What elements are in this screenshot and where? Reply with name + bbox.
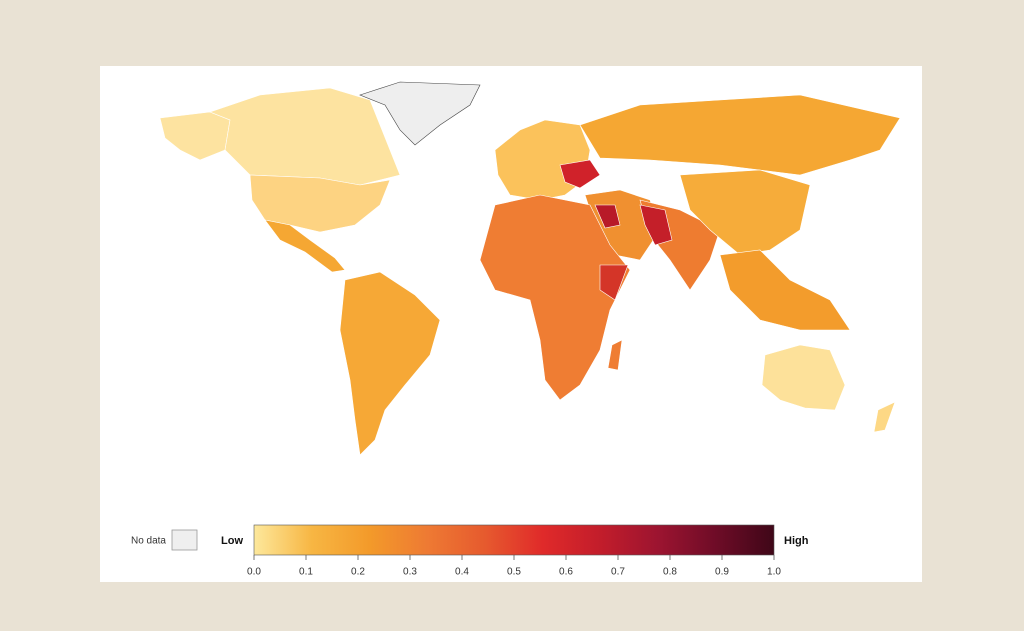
tick-label: 0.9: [715, 567, 729, 578]
no-data-label: No data: [131, 536, 166, 547]
tick-label: 0.5: [507, 567, 521, 578]
no-data-swatch: [171, 529, 198, 551]
madagascar: [607, 339, 623, 371]
tick-label: 0.6: [559, 567, 573, 578]
greenland: [359, 81, 481, 146]
tick-label: 0.7: [611, 567, 625, 578]
tick-label: 0.0: [247, 567, 261, 578]
tick-label: 0.3: [403, 567, 417, 578]
tick-label: 0.2: [351, 567, 365, 578]
world-map: [159, 81, 901, 456]
east-asia: [679, 169, 811, 256]
ukraine: [559, 159, 601, 189]
tick-label: 0.8: [663, 567, 677, 578]
africa: [479, 194, 631, 401]
russia: [579, 94, 901, 176]
australia: [761, 344, 846, 411]
color-bar: [253, 524, 775, 556]
tick-label: 0.4: [455, 567, 469, 578]
horn-of-africa: [599, 264, 629, 301]
tick-label: 1.0: [767, 567, 781, 578]
usa: [249, 174, 391, 233]
iraq-syria: [594, 204, 621, 229]
mexico-central-america: [264, 219, 346, 273]
south-america: [339, 271, 441, 456]
southeast-asia: [719, 249, 851, 331]
pakistan-afghanistan: [639, 204, 673, 246]
new-zealand: [873, 401, 896, 433]
canada: [209, 87, 401, 186]
high-label: High: [784, 535, 809, 547]
low-label: Low: [221, 535, 243, 547]
tick-label: 0.1: [299, 567, 313, 578]
